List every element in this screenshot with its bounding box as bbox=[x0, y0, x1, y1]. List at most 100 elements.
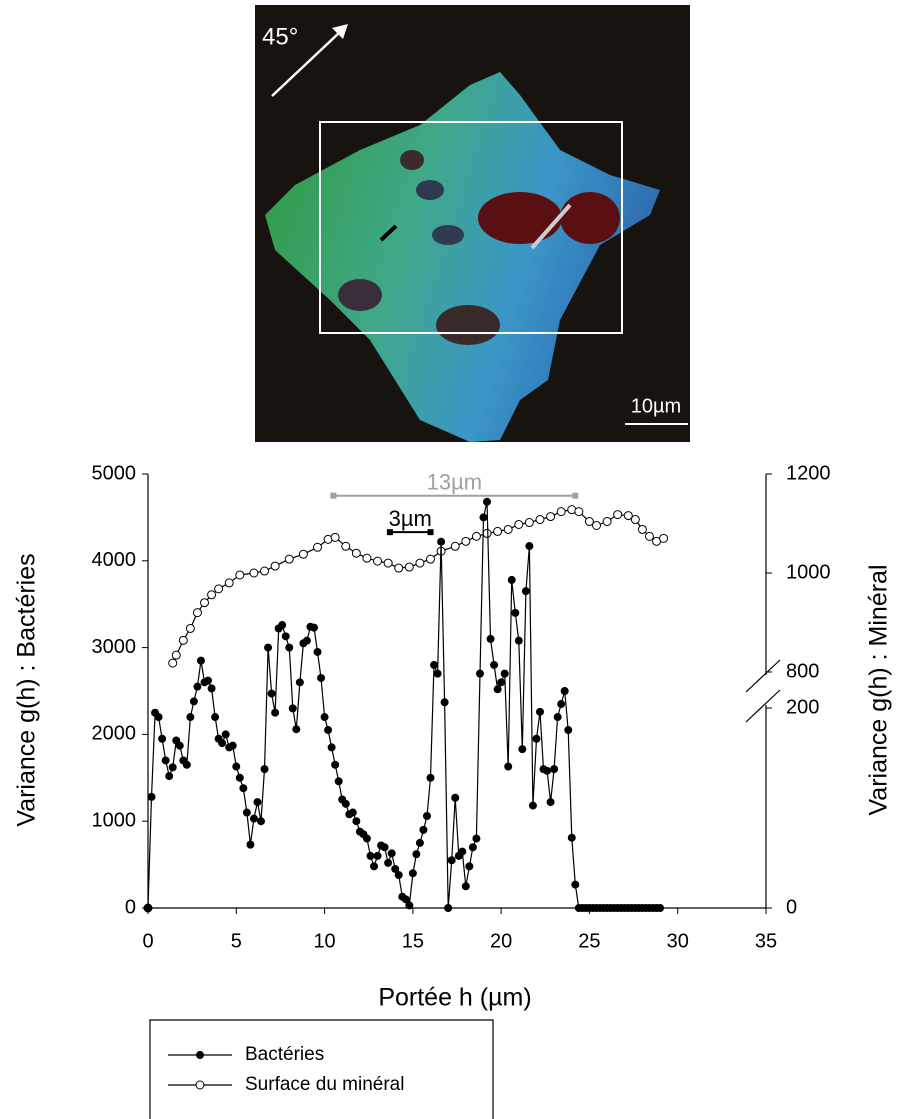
annotation-end bbox=[330, 492, 337, 499]
point bbox=[224, 578, 234, 588]
point bbox=[185, 623, 195, 633]
point bbox=[404, 562, 414, 572]
point bbox=[284, 554, 294, 564]
direction-arrow bbox=[271, 31, 341, 97]
point bbox=[351, 548, 361, 558]
point bbox=[479, 513, 488, 522]
y2-tick-label: 1200 bbox=[786, 462, 831, 484]
point bbox=[405, 901, 414, 910]
point bbox=[200, 598, 210, 608]
region-box bbox=[319, 121, 623, 334]
y-tick-label: 1000 bbox=[92, 809, 137, 831]
point bbox=[228, 741, 237, 750]
point bbox=[324, 726, 333, 735]
point bbox=[437, 537, 446, 546]
point bbox=[486, 634, 495, 643]
point bbox=[394, 871, 403, 880]
point bbox=[602, 517, 612, 527]
scale-segment bbox=[379, 224, 398, 242]
point bbox=[535, 707, 544, 716]
point bbox=[419, 825, 428, 834]
y2-tick-label: 800 bbox=[786, 660, 819, 682]
point bbox=[493, 526, 503, 536]
point bbox=[380, 843, 389, 852]
point bbox=[546, 798, 555, 807]
point bbox=[560, 687, 569, 695]
point bbox=[221, 730, 230, 739]
point bbox=[483, 497, 492, 506]
point bbox=[178, 635, 188, 645]
point bbox=[546, 512, 556, 522]
point bbox=[285, 643, 294, 652]
point bbox=[444, 904, 453, 912]
point bbox=[366, 851, 375, 860]
point bbox=[591, 520, 601, 530]
point bbox=[214, 584, 224, 594]
point bbox=[384, 858, 393, 867]
point bbox=[524, 518, 534, 528]
x-tick-label: 25 bbox=[578, 930, 600, 952]
point bbox=[472, 834, 481, 843]
axis-break bbox=[745, 659, 781, 693]
point bbox=[521, 587, 530, 596]
x-tick-label: 15 bbox=[402, 930, 424, 952]
point bbox=[168, 763, 177, 772]
point bbox=[525, 542, 534, 551]
point bbox=[637, 524, 647, 534]
y-tick-label: 5000 bbox=[92, 462, 137, 484]
point bbox=[235, 570, 245, 580]
y2-tick-label: 200 bbox=[786, 696, 819, 718]
point bbox=[309, 623, 318, 632]
point bbox=[422, 811, 431, 820]
annotation-label: 3µm bbox=[389, 506, 432, 531]
axis-break bbox=[745, 689, 781, 723]
point bbox=[249, 568, 259, 578]
x-tick-label: 35 bbox=[755, 930, 777, 952]
point bbox=[567, 833, 576, 842]
annotation-end bbox=[427, 529, 434, 536]
point bbox=[264, 643, 273, 652]
point bbox=[295, 678, 304, 687]
point bbox=[482, 528, 492, 538]
point bbox=[270, 561, 280, 571]
point bbox=[433, 669, 442, 678]
point bbox=[623, 511, 633, 521]
point bbox=[447, 856, 456, 865]
point bbox=[341, 799, 350, 808]
point bbox=[550, 765, 559, 774]
bacteria-cluster bbox=[436, 305, 500, 345]
point bbox=[490, 660, 499, 669]
point bbox=[278, 621, 287, 630]
point bbox=[161, 756, 170, 765]
point bbox=[302, 636, 311, 645]
point bbox=[362, 553, 372, 563]
point bbox=[574, 507, 584, 517]
point bbox=[415, 838, 424, 847]
point bbox=[471, 531, 481, 541]
point bbox=[528, 801, 537, 810]
point bbox=[564, 726, 573, 735]
point bbox=[644, 531, 654, 541]
point bbox=[503, 524, 513, 534]
point bbox=[207, 590, 217, 600]
point bbox=[511, 608, 520, 617]
point bbox=[165, 772, 174, 781]
point bbox=[331, 760, 340, 769]
bacteria-cluster bbox=[560, 192, 620, 244]
y2-tick-label: 0 bbox=[786, 896, 797, 918]
bacteria-cluster bbox=[416, 180, 444, 200]
point bbox=[465, 862, 474, 871]
point bbox=[451, 793, 460, 802]
point bbox=[271, 708, 280, 717]
point bbox=[147, 792, 156, 801]
mineral-grain bbox=[265, 72, 660, 442]
point bbox=[394, 563, 404, 573]
point bbox=[497, 678, 506, 687]
y-tick-label: 0 bbox=[125, 896, 136, 918]
point bbox=[154, 713, 163, 722]
point bbox=[218, 739, 227, 748]
point bbox=[298, 549, 308, 559]
point bbox=[507, 575, 516, 584]
x-tick-label: 10 bbox=[313, 930, 335, 952]
point bbox=[514, 519, 524, 529]
